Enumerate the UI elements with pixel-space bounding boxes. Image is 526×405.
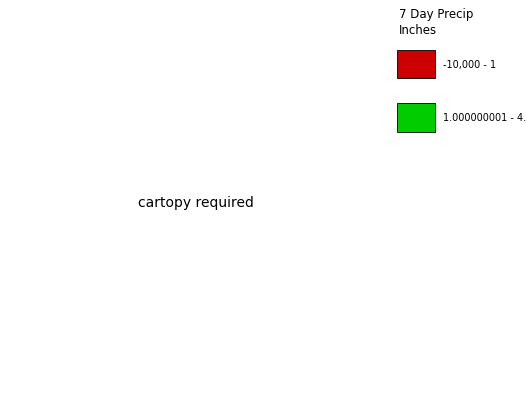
Bar [397,50,435,79]
Bar [397,104,435,132]
Text: -10,000 - 1: -10,000 - 1 [443,60,496,70]
Text: 1.000000001 - 4.677165508: 1.000000001 - 4.677165508 [443,113,526,123]
Text: 7 Day Precip
Inches: 7 Day Precip Inches [399,8,473,36]
Text: cartopy required: cartopy required [138,196,254,209]
